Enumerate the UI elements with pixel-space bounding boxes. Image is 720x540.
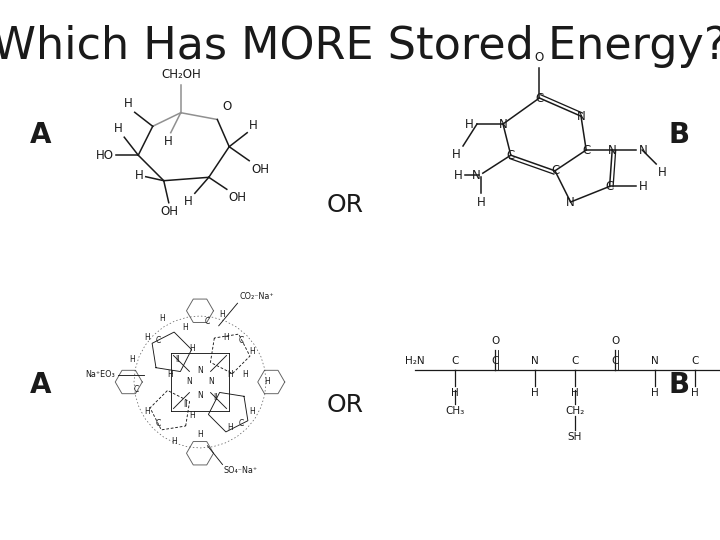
Text: H₂N: H₂N — [405, 356, 425, 366]
Text: H: H — [184, 195, 193, 208]
Text: H: H — [145, 408, 150, 416]
Text: H: H — [223, 333, 229, 341]
Text: C: C — [507, 148, 515, 161]
Text: H: H — [639, 180, 647, 193]
Text: H: H — [114, 122, 122, 135]
Text: H: H — [160, 314, 166, 323]
Text: H: H — [197, 430, 203, 439]
Text: C: C — [238, 336, 244, 345]
Text: H: H — [477, 196, 485, 209]
Text: H: H — [227, 370, 233, 379]
Text: N: N — [197, 391, 203, 400]
Text: OH: OH — [251, 163, 269, 176]
Text: H: H — [651, 388, 659, 398]
Text: N: N — [472, 168, 481, 181]
Text: A: A — [30, 121, 52, 149]
Text: C: C — [691, 356, 698, 366]
Text: N: N — [197, 366, 203, 375]
Text: C: C — [156, 418, 161, 428]
Text: A: A — [30, 371, 52, 399]
Text: SH: SH — [568, 432, 582, 442]
Text: H: H — [451, 388, 459, 398]
Text: C: C — [571, 356, 579, 366]
Text: OR: OR — [326, 193, 364, 217]
Text: II: II — [183, 400, 187, 409]
Text: N: N — [531, 356, 539, 366]
Text: N: N — [566, 195, 575, 208]
Text: H: H — [242, 370, 248, 379]
Text: C: C — [238, 418, 244, 428]
Text: N: N — [639, 144, 648, 157]
Text: H: H — [227, 422, 233, 431]
Text: OR: OR — [326, 393, 364, 417]
Text: Which Has MORE Stored Energy?: Which Has MORE Stored Energy? — [0, 25, 720, 68]
Text: H: H — [182, 323, 188, 333]
Text: H: H — [658, 166, 667, 179]
Text: O: O — [611, 336, 619, 346]
Text: II: II — [212, 393, 217, 402]
Text: C: C — [156, 336, 161, 345]
Text: Na⁺EO₃: Na⁺EO₃ — [86, 370, 115, 379]
Text: H: H — [135, 169, 144, 182]
Text: O: O — [491, 336, 499, 346]
Text: OH: OH — [229, 191, 247, 204]
Text: N: N — [651, 356, 659, 366]
Text: N: N — [499, 118, 508, 131]
Text: OH: OH — [161, 205, 179, 218]
Text: HO: HO — [96, 148, 114, 161]
Text: II: II — [175, 355, 180, 364]
Text: H: H — [531, 388, 539, 398]
Text: H: H — [250, 348, 256, 356]
Text: N: N — [208, 377, 214, 387]
Text: H: H — [220, 310, 225, 319]
Text: C: C — [582, 144, 590, 157]
Text: C: C — [205, 318, 210, 327]
Text: C: C — [491, 356, 499, 366]
Text: C: C — [535, 91, 544, 105]
Text: C: C — [551, 164, 559, 177]
Text: C: C — [134, 385, 139, 394]
Text: H: H — [571, 388, 579, 398]
Text: H: H — [691, 388, 699, 398]
Text: H: H — [130, 355, 135, 364]
Text: H: H — [189, 411, 195, 420]
Text: N: N — [577, 110, 585, 123]
Text: H: H — [250, 408, 256, 416]
Text: B: B — [669, 121, 690, 149]
Text: C: C — [451, 356, 459, 366]
Text: H: H — [265, 377, 271, 387]
Text: CH₂OH: CH₂OH — [161, 68, 201, 80]
Text: H: H — [171, 437, 176, 447]
Text: H: H — [454, 168, 463, 181]
Text: N: N — [186, 377, 192, 387]
Text: H: H — [167, 370, 173, 379]
Text: H: H — [145, 333, 150, 341]
Text: CH₂: CH₂ — [565, 406, 585, 416]
Text: CO₂⁻Na⁺: CO₂⁻Na⁺ — [239, 292, 274, 301]
Text: H: H — [249, 119, 258, 132]
Text: O: O — [535, 51, 544, 64]
Text: O: O — [222, 100, 232, 113]
Text: SO₄⁻Na⁺: SO₄⁻Na⁺ — [224, 466, 258, 475]
Text: C: C — [606, 180, 613, 193]
Text: C: C — [611, 356, 618, 366]
Text: N: N — [608, 144, 616, 157]
Text: H: H — [452, 148, 461, 161]
Text: H: H — [164, 134, 173, 148]
Text: H: H — [189, 344, 195, 353]
Text: H: H — [124, 97, 132, 110]
Text: CH₃: CH₃ — [446, 406, 464, 416]
Text: B: B — [669, 371, 690, 399]
Text: H: H — [465, 118, 474, 131]
